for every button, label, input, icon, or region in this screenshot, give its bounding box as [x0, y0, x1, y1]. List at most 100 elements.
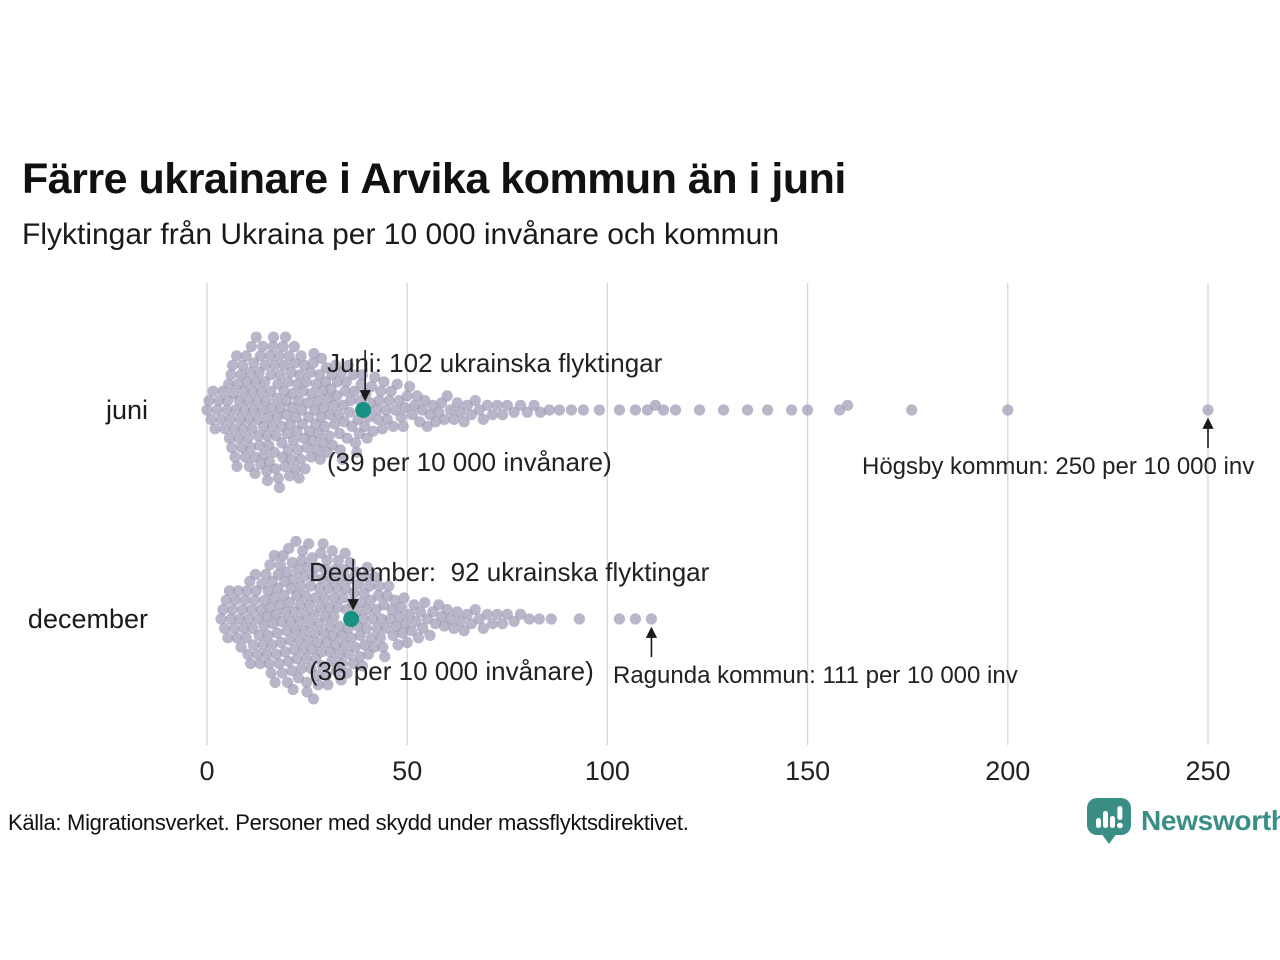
swarm-dot [288, 644, 300, 656]
swarm-dot [410, 615, 422, 627]
swarm-dot [421, 420, 433, 432]
swarm-dot [262, 411, 274, 423]
swarm-dot [269, 463, 282, 475]
swarm-dot [285, 366, 297, 378]
swarm-dot [343, 648, 355, 660]
swarm-dot [265, 667, 277, 679]
swarm-dot [387, 629, 399, 641]
swarm-dot [448, 413, 460, 425]
swarm-dot [316, 573, 328, 585]
swarm-dot [289, 357, 301, 369]
swarm-dot [741, 404, 754, 416]
swarm-dot [364, 580, 376, 592]
swarm-dot [247, 639, 259, 651]
swarm-dot [693, 404, 706, 416]
swarm-dot [237, 359, 249, 371]
swarm-dot [205, 413, 217, 425]
swarm-dot [458, 625, 470, 637]
swarm-dot [246, 604, 258, 616]
swarm-dot [285, 615, 297, 627]
swarm-dot [323, 430, 335, 442]
swarm-dot [213, 395, 225, 407]
swarm-row-december [215, 535, 658, 705]
swarm-dot [368, 641, 380, 653]
swarm-dot [374, 632, 386, 644]
swarm-dot [334, 573, 346, 585]
swarm-dot [361, 604, 373, 616]
swarm-dot [372, 413, 384, 425]
swarm-dot [573, 613, 586, 625]
swarm-dot [259, 359, 271, 371]
swarm-dot [274, 559, 286, 571]
swarm-dot [406, 625, 418, 637]
swarm-dot [343, 406, 356, 418]
swarm-dot [281, 625, 293, 637]
swarm-dot [657, 404, 670, 416]
swarm-dot [451, 606, 463, 618]
swarm-dot [231, 350, 243, 362]
swarm-dot [469, 395, 481, 407]
swarm-dot [324, 620, 336, 632]
swarm-dot [317, 538, 329, 550]
annotation-juni-line1: Juni: 102 ukrainska flyktingar [327, 348, 663, 378]
swarm-dot [217, 604, 229, 616]
swarm-dot [242, 648, 254, 660]
swarm-dot [469, 604, 481, 616]
swarm-dot [265, 369, 277, 381]
swarm-dot [319, 611, 331, 623]
swarm-dot [345, 395, 357, 407]
swarm-dot [326, 655, 338, 667]
swarm-dot [354, 651, 366, 663]
swarm-dot [258, 620, 270, 632]
swarm-dot [481, 399, 493, 411]
swarm-dot [321, 636, 333, 649]
swarm-dot [496, 618, 509, 630]
swarm-dot [334, 648, 346, 660]
swarm-dot [372, 589, 384, 602]
swarm-dot [244, 366, 256, 378]
x-axis-tick-label: 0 [199, 756, 214, 786]
swarm-dot [329, 564, 341, 576]
swarm-dot [491, 608, 503, 620]
swarm-dot [322, 679, 334, 691]
swarm-dot [251, 395, 263, 407]
swarm-dot [514, 608, 527, 620]
swarm-dot [369, 371, 381, 383]
swarm-dot [325, 573, 337, 585]
swarm-dot [281, 566, 293, 578]
swarm-dot [361, 561, 373, 573]
swarm-dot [543, 404, 555, 416]
swarm-dot [293, 472, 305, 484]
swarm-dot [386, 604, 398, 616]
swarm-dot [334, 444, 346, 456]
swarm-dot [245, 658, 257, 670]
swarm-dot [253, 629, 265, 641]
swarm-dot [380, 622, 392, 634]
swarm-dot [307, 693, 320, 705]
swarm-dot [243, 413, 255, 425]
swarm-dot [398, 592, 410, 604]
swarm-dot [298, 571, 310, 583]
swarm-dot [247, 385, 259, 397]
swarm-dot [348, 385, 360, 397]
swarm-dot [277, 340, 289, 353]
swarm-dot [553, 404, 566, 416]
swarm-dot [395, 411, 407, 423]
swarm-dot [250, 331, 262, 343]
swarm-dot [235, 641, 247, 653]
annotation-hogsby-outlier: Högsby kommun: 250 per 10 000 inv [862, 453, 1255, 480]
swarm-dot [613, 404, 626, 416]
highlight-dot [355, 402, 372, 418]
swarm-dot [219, 622, 231, 634]
swarm-dot [274, 369, 286, 381]
swarm-dot [221, 404, 233, 416]
swarm-dot [289, 463, 302, 475]
swarm-dot [357, 613, 369, 625]
swarm-dot [330, 639, 342, 651]
swarm-dot [255, 385, 268, 397]
swarm-dot [331, 390, 343, 402]
swarm-dot [369, 571, 381, 583]
swarm-dot [307, 357, 319, 369]
swarm-dot [301, 561, 314, 573]
swarm-dot [521, 406, 533, 418]
